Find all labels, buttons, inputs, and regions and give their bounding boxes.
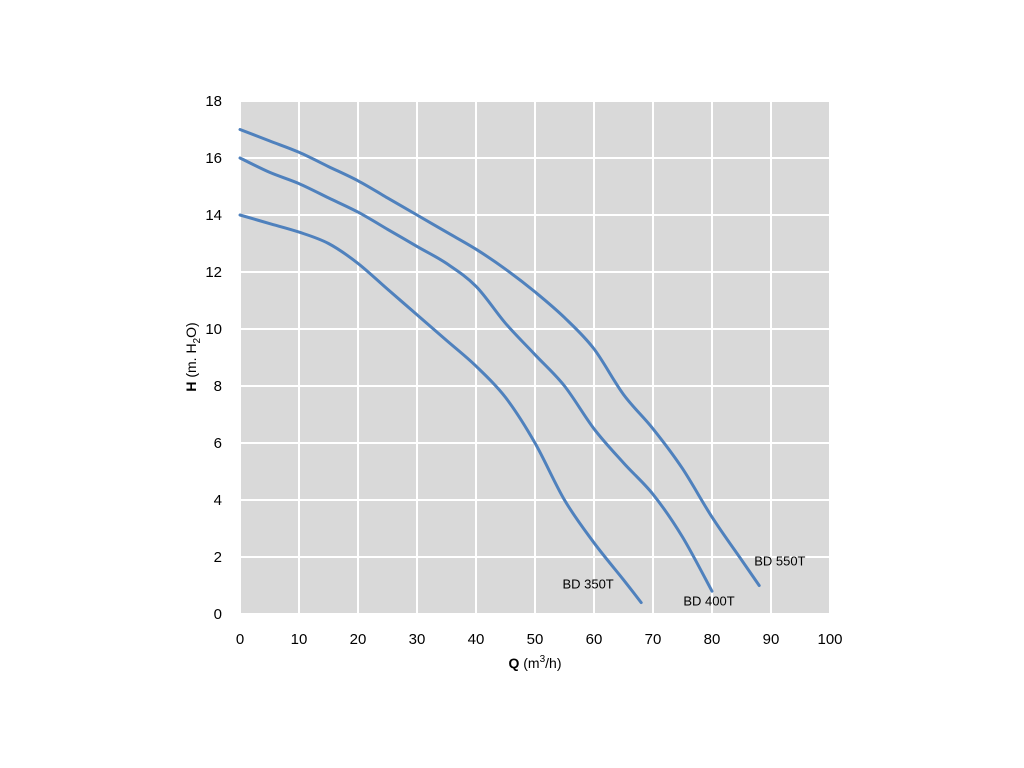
x-tick-label: 70 xyxy=(645,631,662,648)
x-axis-title: Q (m3/h) xyxy=(508,654,561,671)
y-tick-label: 2 xyxy=(214,549,222,566)
series-label-bd-400t: BD 400T xyxy=(683,593,734,608)
series-label-bd-350t: BD 350T xyxy=(562,576,613,591)
series-lines xyxy=(238,128,761,605)
y-tick-label: 18 xyxy=(205,93,222,110)
x-tick-label: 10 xyxy=(291,631,308,648)
series-line-bd-350t xyxy=(238,213,643,605)
x-tick-label: 90 xyxy=(763,631,780,648)
y-tick-label: 8 xyxy=(214,378,222,395)
y-tick-label: 16 xyxy=(205,150,222,167)
y-tick-label: 10 xyxy=(205,321,222,338)
x-tick-label: 0 xyxy=(236,631,244,648)
y-tick-labels: 0 2 4 6 8 10 12 14 16 18 xyxy=(205,93,222,623)
y-tick-label: 12 xyxy=(205,264,222,281)
x-tick-label: 80 xyxy=(704,631,721,648)
y-tick-label: 4 xyxy=(214,492,222,509)
x-tick-label: 40 xyxy=(468,631,485,648)
series-line-bd-550t xyxy=(238,128,761,587)
x-tick-label: 30 xyxy=(409,631,426,648)
series-labels: BD 350T BD 400T BD 550T xyxy=(562,554,805,609)
y-tick-label: 0 xyxy=(214,606,222,623)
series-line-bd-400t xyxy=(238,156,714,593)
y-tick-label: 6 xyxy=(214,435,222,452)
x-tick-label: 50 xyxy=(527,631,544,648)
y-tick-label: 14 xyxy=(205,207,222,224)
x-tick-label: 60 xyxy=(586,631,603,648)
series-label-bd-550t: BD 550T xyxy=(754,554,805,569)
x-tick-label: 100 xyxy=(817,631,842,648)
y-axis-title: H (m. H2O) xyxy=(183,322,203,391)
x-tick-labels: 0 10 20 30 40 50 60 70 80 90 100 xyxy=(236,631,843,648)
x-tick-label: 20 xyxy=(350,631,367,648)
